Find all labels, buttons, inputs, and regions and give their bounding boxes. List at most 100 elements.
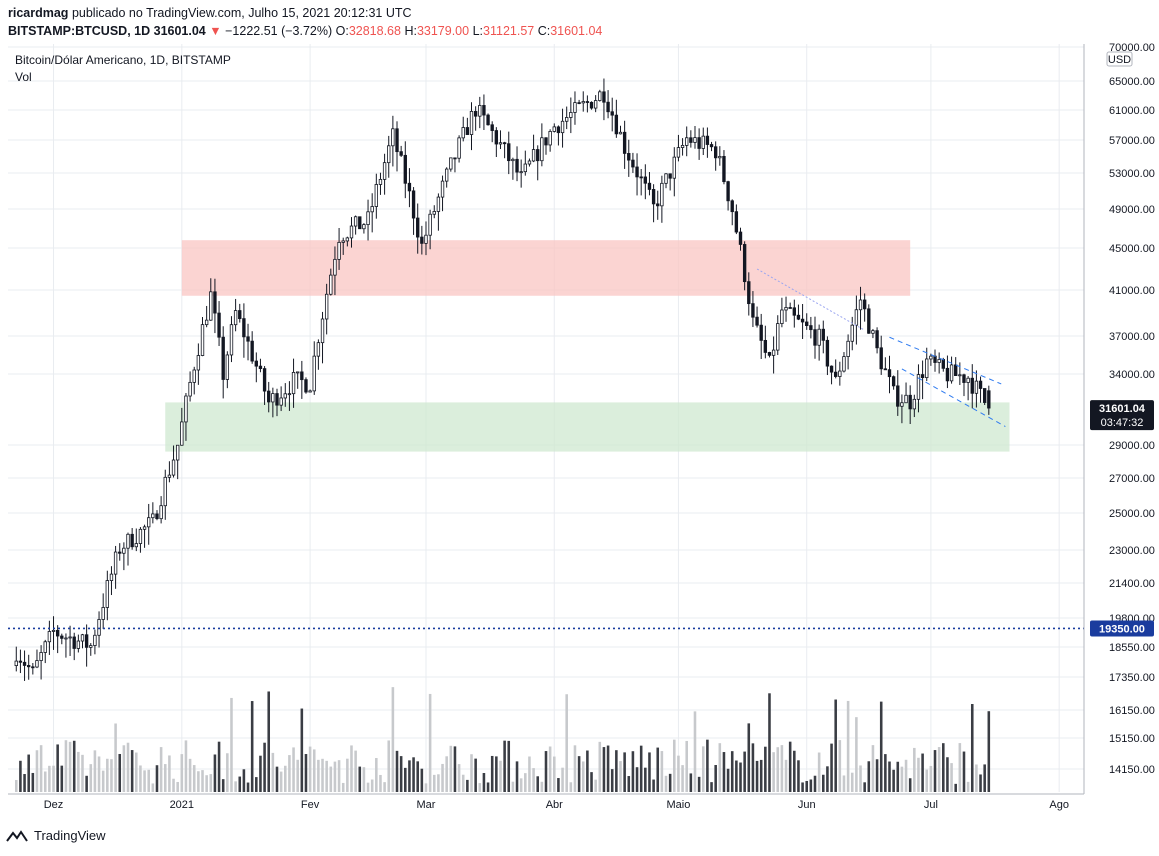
- candle-body: [366, 211, 370, 225]
- price-tick-label: 61000.00: [1109, 105, 1155, 117]
- volume-bar: [884, 754, 887, 792]
- candle-body: [742, 244, 747, 283]
- volume-bar: [122, 745, 126, 792]
- candle-body: [515, 158, 519, 173]
- candle-body: [519, 171, 523, 174]
- volume-bar: [544, 751, 548, 792]
- volume-bar: [341, 782, 345, 792]
- volume-bar: [784, 759, 788, 792]
- volume-bar: [788, 741, 792, 792]
- last-price: 31601.04: [153, 24, 206, 38]
- volume-bar: [275, 766, 279, 792]
- volume-bar: [714, 765, 717, 792]
- candle-body: [151, 513, 155, 519]
- volume-bar: [379, 774, 382, 792]
- candle-body: [287, 393, 292, 396]
- candle-body: [64, 637, 68, 640]
- price-tick-label: 45000.00: [1109, 243, 1155, 255]
- price-chart[interactable]: 70000.00 65000.00 61000.00 57000.00 53000.00…: [0, 40, 1159, 820]
- candle-body: [27, 665, 31, 668]
- candle-body: [523, 163, 527, 173]
- candle-body: [647, 182, 652, 190]
- candle-body: [238, 310, 242, 320]
- volume-bar: [569, 782, 573, 792]
- candle-body: [482, 105, 486, 116]
- volume-bar: [743, 751, 746, 792]
- candle-body: [660, 182, 664, 207]
- candle-body: [246, 336, 250, 342]
- volume-bar: [722, 752, 726, 792]
- volume-bar: [892, 769, 895, 792]
- candle-body: [395, 128, 399, 153]
- brand-name[interactable]: TradingView: [34, 828, 106, 843]
- volume-bar: [292, 747, 295, 792]
- candle-body: [709, 144, 714, 148]
- candle-body: [589, 101, 594, 109]
- candle-body: [254, 360, 258, 367]
- volume-bar: [68, 741, 72, 792]
- candle-body: [155, 513, 159, 520]
- volume-bar: [176, 781, 179, 792]
- volume-bar: [821, 774, 825, 792]
- last-price-label: 31601.04: [1099, 403, 1146, 415]
- candle-body: [705, 135, 710, 145]
- candle-body: [825, 339, 830, 367]
- candle-body: [349, 225, 354, 239]
- volume-bar: [610, 769, 614, 792]
- volume-bar: [271, 752, 275, 792]
- candle-body: [536, 149, 540, 162]
- volume-bar: [27, 754, 30, 792]
- volume-bar: [453, 746, 457, 792]
- volume-bar: [681, 765, 684, 792]
- volume-bar: [524, 773, 527, 792]
- candle-body: [610, 111, 614, 116]
- candle-body: [486, 114, 490, 126]
- volume-bar: [114, 723, 117, 792]
- channel-lower-line: [901, 368, 1006, 427]
- volume-bar: [615, 750, 618, 792]
- volume-bar: [975, 764, 978, 792]
- symbol-label[interactable]: BITSTAMP:BTCUSD, 1D: [8, 24, 151, 38]
- tradingview-logo-icon[interactable]: [6, 829, 28, 843]
- volume-bar: [139, 765, 142, 792]
- volume-bar: [830, 743, 833, 792]
- volume-bar: [921, 753, 924, 792]
- candle-body: [494, 130, 499, 145]
- candle-body: [76, 640, 81, 649]
- volume-bar: [321, 758, 324, 792]
- volume-bar: [350, 745, 353, 792]
- volume-bar: [296, 759, 299, 792]
- candle-body: [89, 645, 93, 648]
- ohlc-low-label: L:: [472, 24, 484, 38]
- candle-body: [908, 394, 912, 410]
- candle-body: [341, 240, 345, 243]
- volume-bar: [536, 776, 540, 792]
- author-name[interactable]: ricardmag: [8, 6, 69, 20]
- volume-bar: [354, 750, 357, 792]
- ohlc-open-label: O:: [335, 24, 349, 38]
- time-tick-label: Jun: [798, 799, 816, 811]
- volume-bar: [209, 774, 213, 792]
- volume-bar: [966, 781, 970, 792]
- candle-body: [374, 184, 379, 207]
- candle-body: [581, 101, 585, 104]
- candle-body: [22, 661, 27, 666]
- volume-bar: [428, 693, 432, 792]
- candle-body: [358, 216, 362, 230]
- candle-body: [817, 328, 821, 346]
- volume-bar: [797, 760, 800, 792]
- volume-bar: [470, 754, 473, 792]
- candle-body: [420, 236, 424, 244]
- candle-body: [428, 213, 432, 236]
- volume-bar: [205, 775, 208, 792]
- volume-bar: [81, 754, 84, 792]
- candle-body: [639, 176, 643, 179]
- candle-body: [184, 395, 188, 423]
- volume-bar: [482, 773, 486, 792]
- candle-body: [105, 580, 110, 608]
- candle-body: [424, 234, 428, 244]
- candle-body: [602, 91, 606, 103]
- volume-bar: [246, 782, 250, 792]
- volume-bar: [180, 754, 184, 792]
- axes: 70000.00 65000.00 61000.00 57000.00 53000.00…: [8, 42, 1155, 811]
